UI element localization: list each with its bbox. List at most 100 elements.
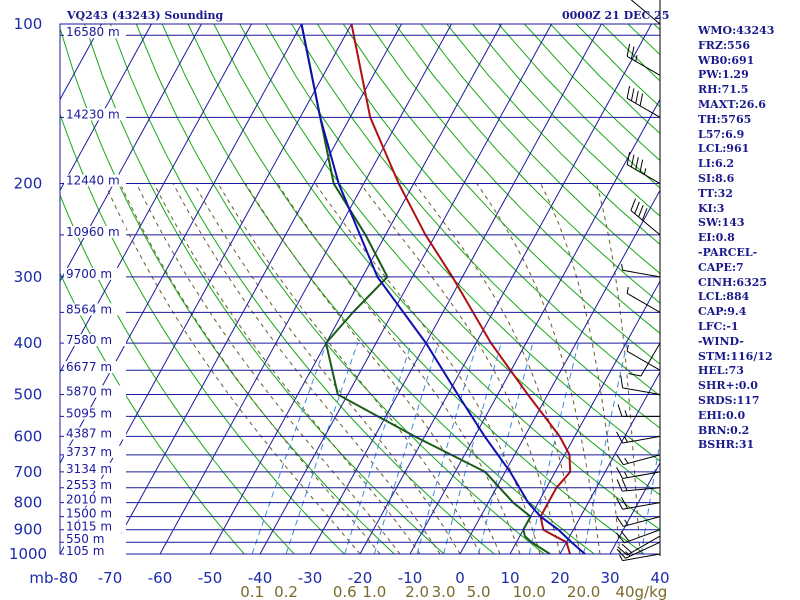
stat-line: WMO:43243 xyxy=(698,24,775,37)
wind-barb-staff xyxy=(626,535,661,556)
height-label: 10960 m xyxy=(66,225,120,239)
mixing-ratio-label: 0.2 xyxy=(274,583,298,600)
pressure-tick-label: 300 xyxy=(14,268,43,286)
plot-frame xyxy=(59,23,661,555)
wind-barb-half xyxy=(624,436,628,443)
temperature-tick-label: 10 xyxy=(500,569,519,587)
stat-line: CINH:6325 xyxy=(698,275,768,289)
moist-adiabat-line xyxy=(193,183,461,554)
wind-barb-full xyxy=(635,157,639,170)
mixing-ratio-labels: 0.1 0.2 0.6 1.0 2.0 3.0 5.0 10.0 20.0 40g/kg xyxy=(240,583,667,600)
wind-barb xyxy=(626,287,661,313)
mixing-ratio-label: 5.0 xyxy=(467,583,491,600)
mixing-ratio-label: 20.0 xyxy=(567,583,600,600)
isotherm-line xyxy=(459,189,660,554)
wind-barb-full xyxy=(626,43,631,57)
stat-line: MAXT:26.6 xyxy=(698,97,766,111)
wind-barb-staff xyxy=(622,502,661,510)
mixing-ratio-lines xyxy=(251,342,660,554)
moist-adiabats xyxy=(104,183,641,554)
mixing-ratio-label: 0.1 xyxy=(240,583,264,600)
temperature-tick-label: -20 xyxy=(348,569,373,587)
stat-line: CAPE:7 xyxy=(698,260,744,274)
pressure-tick-label: 400 xyxy=(14,334,43,352)
wind-barb xyxy=(616,478,661,492)
wind-barb-half xyxy=(624,471,628,478)
height-label-bg xyxy=(64,478,126,491)
wind-barb-full xyxy=(620,375,624,388)
wind-barb-staff xyxy=(622,387,661,395)
isotherm-line xyxy=(559,371,660,554)
wind-barb-half xyxy=(619,554,624,561)
temperature-tick-label: mb-80 xyxy=(29,569,78,587)
stat-line: BSHR:31 xyxy=(698,438,755,452)
temperature-tick-label: -30 xyxy=(298,569,323,587)
dry-adiabat-line xyxy=(84,24,445,554)
isobars xyxy=(60,23,660,555)
wind-barb-half xyxy=(626,287,629,294)
isotherm-line xyxy=(159,24,452,554)
wind-barb-staff xyxy=(626,292,661,313)
isotherm-line xyxy=(359,24,652,554)
wind-barb-full xyxy=(626,85,631,99)
height-labels: 16580 m 14230 m 12440 m 10960 m 9700 m 8564 m… xyxy=(64,25,126,558)
temperature-tick-label: -70 xyxy=(98,569,123,587)
height-label: 3134 m xyxy=(66,462,112,476)
isotherm-line xyxy=(209,24,502,554)
wind-barb xyxy=(628,342,661,377)
wind-barb-full xyxy=(616,479,623,492)
wind-barb-staff xyxy=(630,0,661,25)
wind-barb-full xyxy=(616,431,624,444)
pressure-tick-label: 200 xyxy=(14,175,43,193)
temperature-tick-label: 20 xyxy=(550,569,569,587)
wind-barb-half xyxy=(643,168,647,175)
wind-barb-full xyxy=(621,478,628,491)
wind-barb-staff xyxy=(622,487,661,492)
mixing-ratio-label: 1.0 xyxy=(362,583,386,600)
wind-barb-full xyxy=(635,90,639,104)
height-label-bg xyxy=(64,427,126,440)
wind-barb xyxy=(621,263,661,278)
wind-barb xyxy=(616,497,661,510)
isotherm-line xyxy=(609,462,660,554)
moist-adiabat-line xyxy=(414,183,581,554)
stat-line: LFC:-1 xyxy=(698,319,739,333)
mixing-ratio-line xyxy=(285,342,359,554)
height-label-bg xyxy=(64,26,126,39)
wind-barb-full xyxy=(620,530,630,542)
pressure-tick-label: 700 xyxy=(14,463,43,481)
wind-barb-half xyxy=(624,410,628,417)
wind-barb-staff xyxy=(625,541,661,559)
pressure-tick-label: 1000 xyxy=(9,545,47,563)
stat-line: L57:6.9 xyxy=(698,127,745,141)
pressure-tick-label: 600 xyxy=(14,427,43,445)
height-label: 5870 m xyxy=(66,384,112,398)
height-label-bg xyxy=(64,225,126,238)
stat-line: PW:1.29 xyxy=(698,68,749,82)
wind-barb xyxy=(617,535,661,556)
wind-barb xyxy=(616,529,661,544)
moist-adiabat-line xyxy=(476,183,601,554)
wind-barb-full xyxy=(621,543,632,553)
temperature-tick-label: -60 xyxy=(148,569,173,587)
moist-adiabat-line xyxy=(596,183,641,554)
wind-barb-full xyxy=(630,154,635,168)
wind-barb-staff xyxy=(623,454,661,466)
wind-barb-staff xyxy=(626,164,661,184)
mixing-ratio-label: 40g/kg xyxy=(615,583,667,600)
wind-barb xyxy=(616,541,661,559)
wind-barb xyxy=(620,375,661,395)
wind-barb xyxy=(615,453,661,466)
moist-adiabat-line xyxy=(153,183,421,554)
wind-barb-full xyxy=(616,532,625,544)
wind-barbs xyxy=(615,0,661,562)
height-label: 7580 m xyxy=(66,333,112,347)
height-label-bg xyxy=(64,174,126,187)
stat-line: -PARCEL- xyxy=(698,245,758,259)
height-label-bg xyxy=(64,493,126,506)
isotherm-line xyxy=(259,24,552,554)
wind-barb xyxy=(626,43,661,76)
stat-line: FRZ:556 xyxy=(698,38,751,52)
wind-barb xyxy=(616,467,661,479)
stat-line: LI:6.2 xyxy=(698,157,735,171)
